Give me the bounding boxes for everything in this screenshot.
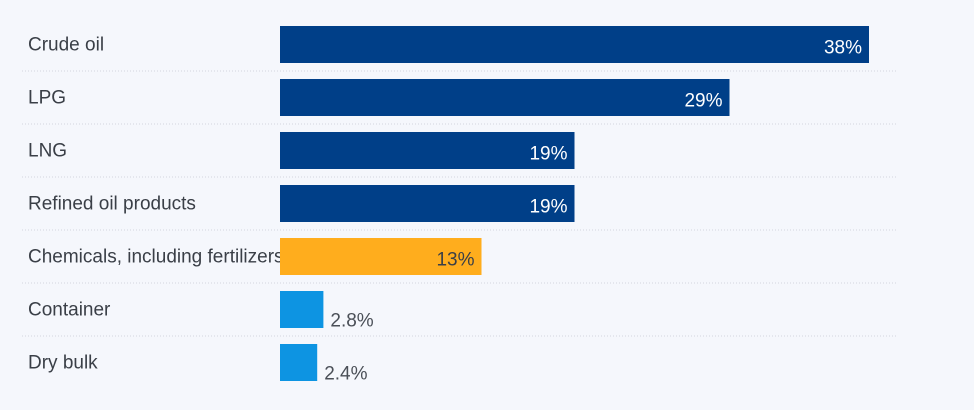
bar bbox=[280, 344, 318, 381]
bar bbox=[280, 185, 575, 222]
category-label: Refined oil products bbox=[28, 194, 196, 215]
data-label: 2.8% bbox=[330, 311, 373, 332]
bar bbox=[280, 79, 730, 116]
category-label: LPG bbox=[28, 88, 66, 109]
category-label: Container bbox=[28, 300, 111, 321]
data-label: 13% bbox=[436, 250, 474, 271]
data-label: 19% bbox=[529, 144, 567, 165]
data-label: 19% bbox=[529, 197, 567, 218]
category-label: LNG bbox=[28, 141, 67, 162]
category-label: Chemicals, including fertilizers bbox=[28, 247, 284, 268]
bar bbox=[280, 132, 575, 169]
data-label: 2.4% bbox=[324, 364, 367, 385]
bar bbox=[280, 291, 324, 328]
bar bbox=[280, 238, 482, 275]
category-label: Crude oil bbox=[28, 35, 104, 56]
data-label: 38% bbox=[824, 38, 862, 59]
data-label: 29% bbox=[684, 91, 722, 112]
bar bbox=[280, 26, 869, 63]
category-label: Dry bulk bbox=[28, 353, 98, 374]
